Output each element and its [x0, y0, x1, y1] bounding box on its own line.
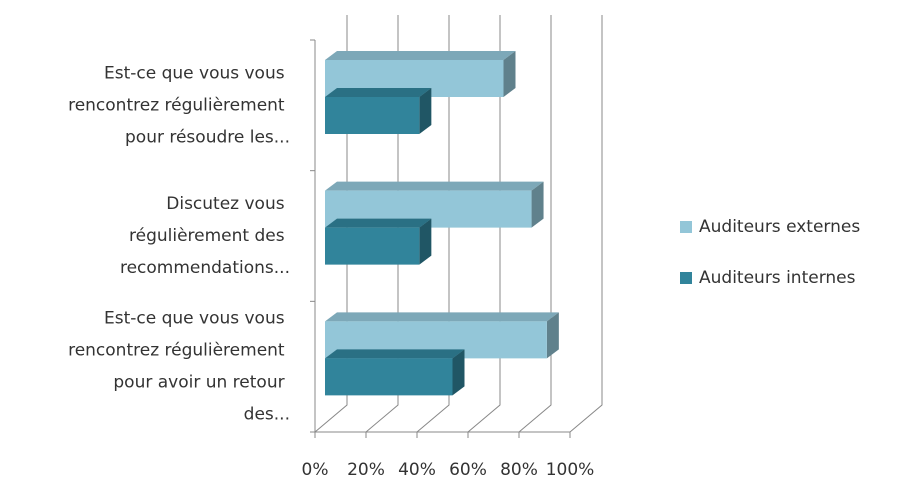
bar-top — [325, 312, 559, 322]
bar — [325, 181, 544, 228]
legend-label: Auditeurs externes — [699, 217, 860, 237]
bar — [325, 88, 432, 134]
legend-swatch — [680, 221, 692, 233]
category-label: Est-ce que vous vous rencontrez régulièr… — [68, 63, 290, 147]
grid-line — [416, 15, 450, 433]
bar-side — [546, 312, 559, 359]
bar-side — [503, 51, 516, 97]
bar-top — [325, 181, 544, 191]
bar — [325, 312, 559, 359]
x-tick-label: 40% — [398, 460, 436, 480]
category-label: Discutez vous régulièrement des recommen… — [120, 194, 290, 278]
bar — [325, 51, 516, 97]
legend-swatch — [680, 272, 692, 284]
x-tick-label: 60% — [449, 460, 487, 480]
bar-top — [325, 218, 432, 228]
bar-side — [531, 181, 544, 228]
x-tick-label: 0% — [302, 460, 329, 480]
bar-front — [325, 190, 532, 228]
bar — [325, 349, 465, 396]
grid-line — [365, 15, 399, 433]
grid-line — [569, 15, 603, 433]
grid-line — [467, 15, 501, 433]
grid-line — [518, 15, 552, 433]
bar-side — [419, 88, 432, 134]
x-tick-label: 20% — [347, 460, 385, 480]
bar-front — [325, 321, 547, 359]
bar-front — [325, 227, 420, 265]
grid-line — [314, 15, 348, 433]
bar-front — [325, 60, 504, 97]
bar-top — [325, 88, 432, 97]
bar-side — [419, 218, 432, 265]
bar-side — [452, 349, 465, 396]
x-tick-label: 80% — [500, 460, 538, 480]
bar-top — [325, 51, 516, 60]
category-label: Est-ce que vous vous rencontrez régulièr… — [68, 309, 290, 425]
bar-front — [325, 358, 453, 396]
x-tick-label: 100% — [546, 460, 595, 480]
bar-front — [325, 97, 420, 134]
legend-label: Auditeurs internes — [699, 268, 856, 288]
bar — [325, 218, 432, 265]
bar-top — [325, 349, 465, 359]
